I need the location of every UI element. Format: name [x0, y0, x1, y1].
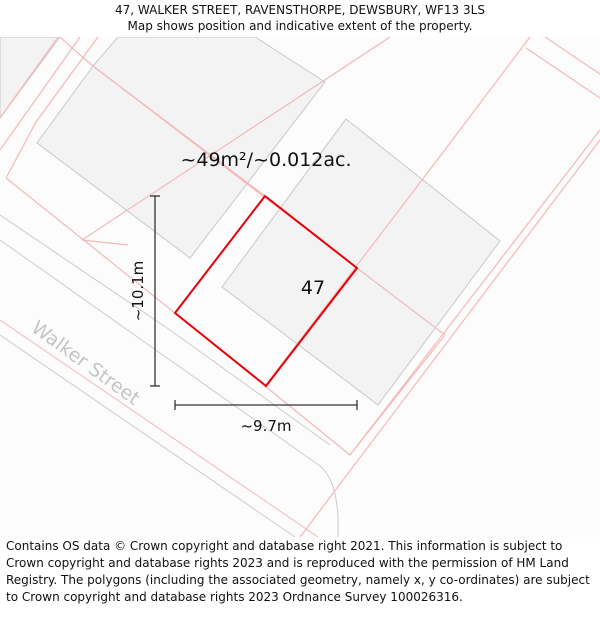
- scale-bar-horizontal: [174, 400, 358, 410]
- map-subtitle: Map shows position and indicative extent…: [127, 19, 473, 33]
- scale-horizontal-label: ~9.7m: [240, 417, 291, 435]
- map-header: 47, WALKER STREET, RAVENSTHORPE, DEWSBUR…: [0, 0, 600, 37]
- scale-bar-vertical: [150, 195, 160, 387]
- buildings: [0, 37, 501, 406]
- area-label: ~49m²/~0.012ac.: [180, 149, 351, 171]
- plot-number-label: 47: [301, 277, 325, 299]
- building-upper: [36, 37, 326, 259]
- property-outline-47[interactable]: [173, 194, 359, 388]
- attribution-text: Contains OS data © Crown copyright and d…: [6, 539, 590, 604]
- parcel-boundaries: [0, 37, 600, 537]
- building-main: [221, 118, 501, 406]
- property-address: 47, WALKER STREET, RAVENSTHORPE, DEWSBUR…: [115, 3, 485, 17]
- property-map[interactable]: ~49m²/~0.012ac. 47 Walker Street ~10.1m …: [0, 37, 600, 537]
- scale-vertical-label: ~10.1m: [129, 261, 147, 322]
- road-walker-street: [0, 214, 341, 537]
